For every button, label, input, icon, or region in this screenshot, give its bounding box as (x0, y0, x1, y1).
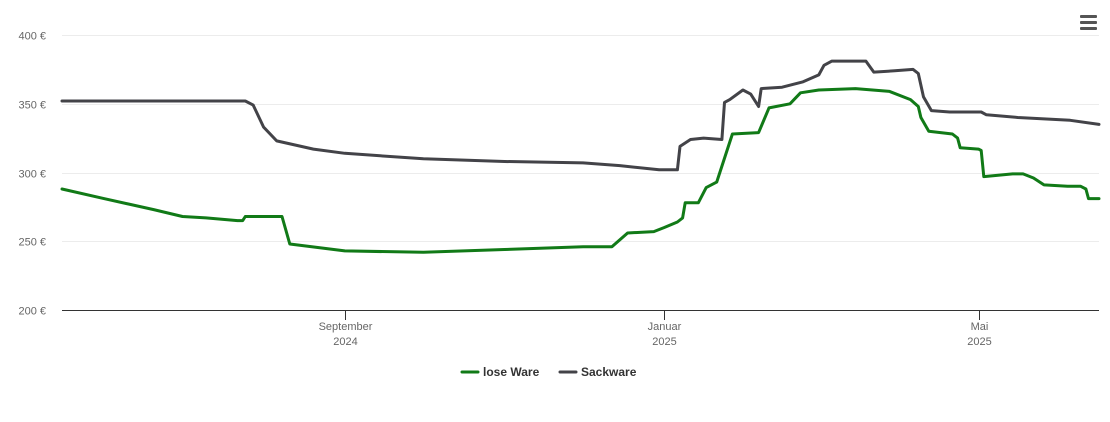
x-tick-year-label: 2025 (967, 336, 991, 348)
x-tick-label: Januar (648, 321, 682, 333)
menu-bar (1079, 26, 1097, 30)
x-tick-label: Mai (971, 321, 989, 333)
y-tick-label: 400 € (18, 31, 46, 43)
series-line-sackware (60, 59, 1101, 172)
menu-bar (1079, 20, 1097, 24)
x-tick-label: September (319, 321, 373, 333)
y-tick-label: 350 € (18, 100, 46, 112)
hamburger-menu-icon[interactable] (1074, 8, 1102, 36)
menu-bar (1079, 14, 1097, 18)
y-tick-label: 300 € (18, 169, 46, 181)
x-tick-year-label: 2024 (333, 336, 357, 348)
grid-lines (62, 35, 1099, 242)
x-tick-year-label: 2025 (652, 336, 676, 348)
y-tick-label: 250 € (18, 237, 46, 249)
y-tick-label: 200 € (18, 306, 46, 318)
legend: lose Ware Sackware (460, 365, 637, 379)
legend-label: lose Ware (483, 365, 540, 379)
y-axis-tick-labels: 200 € 250 € 300 € 350 € 400 € (18, 31, 46, 318)
legend-label: Sackware (581, 365, 637, 379)
series-line-lose-ware (60, 87, 1101, 254)
series-lines (60, 59, 1101, 254)
x-axis-tick-labels: September 2024 Januar 2025 Mai 2025 (319, 310, 992, 348)
